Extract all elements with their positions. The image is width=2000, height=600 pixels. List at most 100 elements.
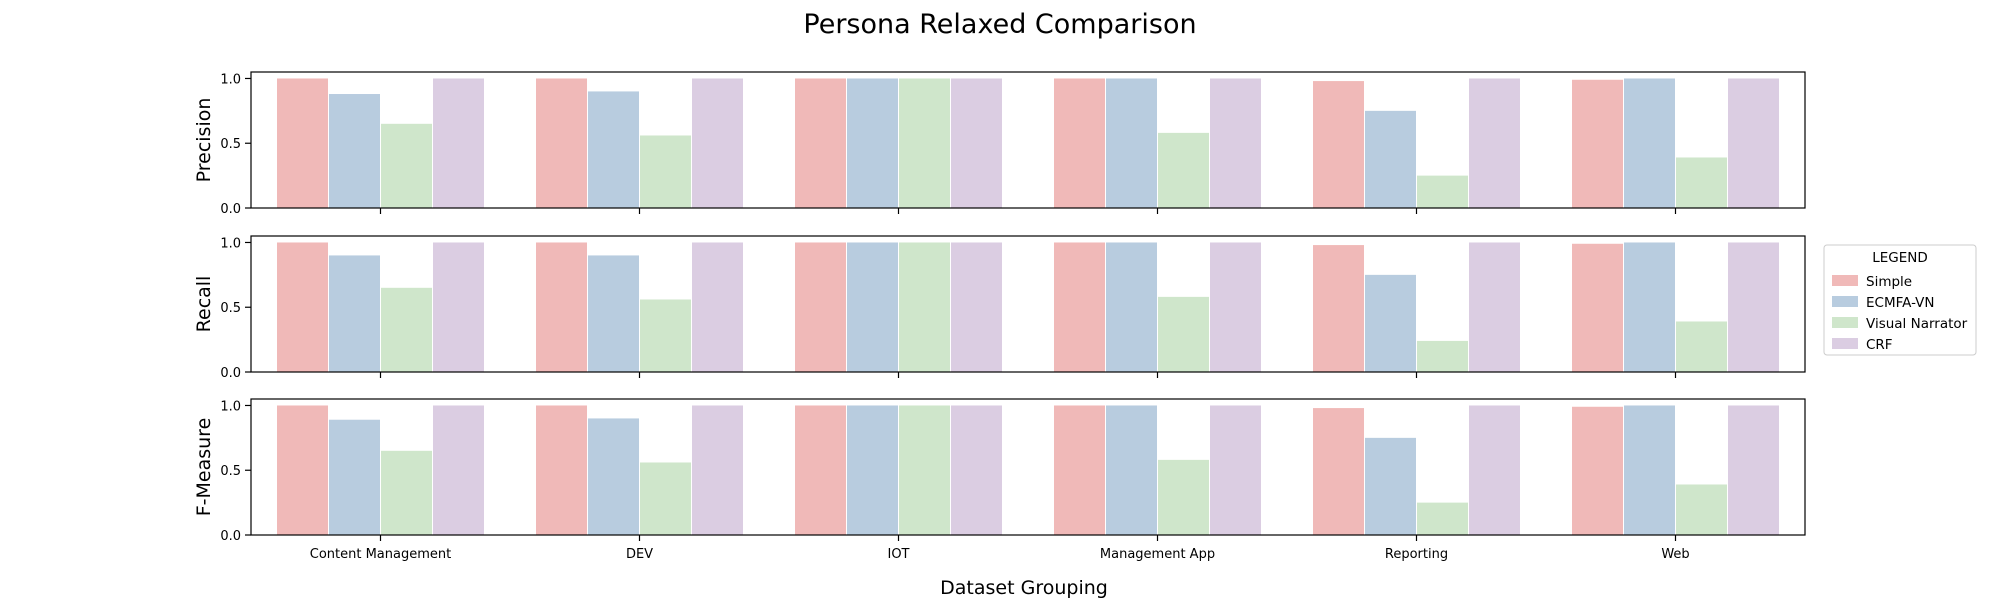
legend-entry: CRF [1866,337,1893,353]
bar-visual-narrator-management-app [1158,296,1209,372]
bar-simple-reporting [1313,245,1364,372]
bar-crf-content-management [433,78,484,208]
y-axis-label-precision: Precision [193,98,215,183]
x-tick-label: Management App [1100,547,1215,562]
bar-simple-iot [795,78,846,208]
bar-visual-narrator-dev [640,462,691,535]
bar-crf-reporting [1469,78,1520,208]
bar-ecmfa-vn-iot [847,78,898,208]
x-tick-label: DEV [626,547,653,562]
legend-entry: ECMFA-VN [1866,295,1934,311]
subplot-frame [250,398,1806,536]
y-tick-label: 1.0 [220,236,241,251]
legend-swatch [1832,275,1858,286]
bar-crf-web [1728,78,1779,208]
bar-ecmfa-vn-management-app [1106,242,1157,372]
bar-ecmfa-vn-management-app [1106,405,1157,535]
bar-simple-content-management [277,242,328,372]
bar-ecmfa-vn-web [1624,78,1675,208]
bar-crf-web [1728,242,1779,372]
bar-visual-narrator-management-app [1158,132,1209,208]
bar-visual-narrator-dev [640,135,691,208]
bar-simple-dev [536,242,587,372]
bar-simple-web [1572,243,1623,372]
bar-crf-management-app [1210,405,1261,535]
bar-visual-narrator-dev [640,299,691,372]
bar-simple-dev [536,78,587,208]
y-tick-label: 0.5 [220,464,241,479]
bar-crf-iot [951,405,1002,535]
bar-ecmfa-vn-management-app [1106,78,1157,208]
y-tick-label: 1.0 [220,72,241,87]
bar-ecmfa-vn-web [1624,405,1675,535]
bar-ecmfa-vn-iot [847,242,898,372]
legend-entry: Visual Narrator [1866,316,1968,332]
subplot-recall: 0.0 0.5 1.0 Recall [193,235,1806,381]
bar-crf-content-management [433,242,484,372]
bar-visual-narrator-web [1676,321,1727,372]
bar-simple-management-app [1054,78,1105,208]
x-tick-label: Content Management [310,547,451,562]
bar-simple-management-app [1054,405,1105,535]
legend: LEGEND Simple ECMFA-VN Visual Narrator CRF [1823,244,1977,356]
bar-ecmfa-vn-reporting [1365,274,1416,372]
bar-crf-dev [692,78,743,208]
bar-visual-narrator-reporting [1417,502,1468,535]
bar-visual-narrator-reporting [1417,175,1468,208]
bar-simple-content-management [277,405,328,535]
subplot-f-measure: 0.0 0.5 1.0 F-Measure [193,398,1806,544]
bar-simple-dev [536,405,587,535]
bar-visual-narrator-iot [899,78,950,208]
y-axis-label-f-measure: F-Measure [193,418,215,517]
y-tick-label: 0.5 [220,301,241,316]
bar-ecmfa-vn-content-management [329,419,380,535]
bar-ecmfa-vn-dev [588,255,639,372]
bar-ecmfa-vn-content-management [329,255,380,372]
bar-simple-web [1572,406,1623,535]
x-tick-label: Web [1661,547,1689,562]
bar-crf-iot [951,242,1002,372]
subplots: 0.0 0.5 1.0 Precision 0.0 0.5 1.0 Recall 0.0 0.5 1… [193,71,1806,544]
bar-crf-iot [951,78,1002,208]
bar-crf-content-management [433,405,484,535]
bar-ecmfa-vn-dev [588,418,639,535]
bar-ecmfa-vn-web [1624,242,1675,372]
y-tick-label: 0.0 [220,366,241,381]
x-axis-label: Dataset Grouping [940,577,1108,599]
bar-visual-narrator-iot [899,405,950,535]
bar-visual-narrator-web [1676,484,1727,535]
bar-crf-dev [692,242,743,372]
bar-simple-content-management [277,78,328,208]
y-axis-label-recall: Recall [193,276,215,333]
legend-title: LEGEND [1872,250,1928,266]
bar-crf-reporting [1469,242,1520,372]
legend-swatch [1832,338,1858,349]
y-tick-label: 1.0 [220,399,241,414]
bar-visual-narrator-content-management [381,287,432,372]
x-axis-ticks: Content Management DEV IOT Management App Re… [310,547,1690,562]
bar-ecmfa-vn-reporting [1365,110,1416,208]
bar-ecmfa-vn-iot [847,405,898,535]
bar-crf-dev [692,405,743,535]
bar-visual-narrator-management-app [1158,459,1209,535]
legend-swatch [1832,317,1858,328]
bar-simple-iot [795,242,846,372]
bar-crf-management-app [1210,242,1261,372]
bar-visual-narrator-web [1676,157,1727,208]
bar-visual-narrator-reporting [1417,340,1468,372]
bar-visual-narrator-content-management [381,450,432,535]
bar-visual-narrator-content-management [381,123,432,208]
y-tick-label: 0.0 [220,202,241,217]
subplot-precision: 0.0 0.5 1.0 Precision [193,71,1806,217]
bar-crf-management-app [1210,78,1261,208]
legend-swatch [1832,296,1858,307]
bar-simple-reporting [1313,408,1364,535]
y-tick-label: 0.0 [220,529,241,544]
bar-simple-management-app [1054,242,1105,372]
bar-visual-narrator-iot [899,242,950,372]
bar-ecmfa-vn-content-management [329,94,380,208]
legend-entry: Simple [1866,274,1912,290]
x-tick-label: Reporting [1385,547,1448,562]
subplot-frame [250,235,1806,373]
